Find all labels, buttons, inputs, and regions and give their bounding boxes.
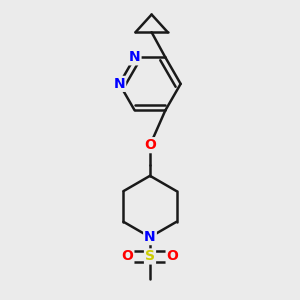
Text: N: N <box>129 50 140 64</box>
Text: N: N <box>144 230 156 244</box>
Text: O: O <box>144 138 156 152</box>
Text: O: O <box>167 250 178 263</box>
Text: N: N <box>113 77 125 91</box>
Text: S: S <box>145 250 155 263</box>
Text: O: O <box>122 250 134 263</box>
